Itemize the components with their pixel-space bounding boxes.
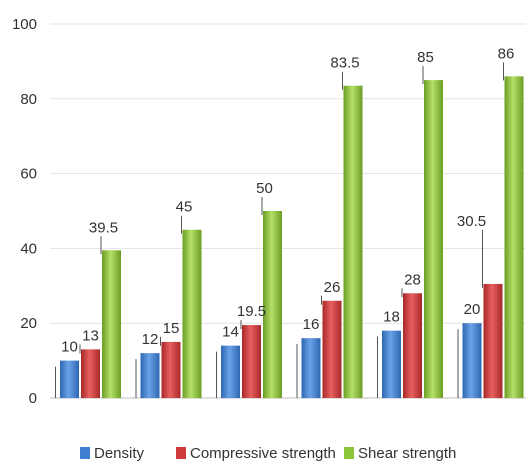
bar-compressive-strength [323, 301, 342, 398]
data-label: 30.5 [457, 213, 486, 230]
data-label: 10 [61, 339, 78, 356]
data-label: 86 [498, 45, 515, 62]
legend-swatch [344, 447, 354, 459]
legend: Density Compressive strength Shear strengt… [80, 445, 456, 462]
data-label: 85 [417, 49, 434, 66]
y-axis-ticks: 0 20 40 60 80 100 [12, 16, 37, 407]
legend-label: Density [94, 445, 145, 462]
legend-label: Shear strength [358, 445, 456, 462]
data-label: 18 [383, 309, 400, 326]
data-label: 14 [222, 324, 239, 341]
y-tick-label: 100 [12, 16, 37, 33]
data-label: 45 [176, 199, 193, 216]
bar-compressive-strength [162, 342, 181, 398]
bar-density [60, 361, 79, 398]
bar-shear-strength [424, 80, 443, 398]
bar-density [382, 331, 401, 398]
gridlines [50, 24, 526, 398]
data-label: 19.5 [237, 303, 266, 320]
y-tick-label: 60 [20, 166, 37, 183]
data-label: 12 [142, 331, 159, 348]
bar-shear-strength [344, 86, 363, 398]
legend-swatch [176, 447, 186, 459]
data-label: 26 [324, 279, 341, 296]
bar-density [463, 323, 482, 398]
legend-swatch [80, 447, 90, 459]
bar-density [302, 338, 321, 398]
bar-shear-strength [505, 76, 524, 398]
data-label: 16 [303, 316, 320, 333]
data-label: 50 [256, 180, 273, 197]
y-tick-label: 0 [29, 390, 37, 407]
bar-compressive-strength [242, 325, 261, 398]
bars [56, 76, 524, 398]
legend-label: Compressive strength [190, 445, 336, 462]
bar-compressive-strength [81, 349, 100, 398]
bar-compressive-strength [484, 284, 503, 398]
data-label: 28 [404, 271, 421, 288]
data-label: 83.5 [330, 55, 359, 72]
y-tick-label: 40 [20, 240, 37, 257]
bar-shear-strength [183, 230, 202, 398]
y-tick-label: 20 [20, 315, 37, 332]
data-label: 13 [82, 327, 99, 344]
y-tick-label: 80 [20, 91, 37, 108]
bar-compressive-strength [403, 293, 422, 398]
data-label: 20 [464, 301, 481, 318]
bar-density [141, 353, 160, 398]
data-label: 15 [163, 320, 180, 337]
bar-density [221, 346, 240, 398]
bar-shear-strength [102, 250, 121, 398]
data-label: 39.5 [89, 219, 118, 236]
